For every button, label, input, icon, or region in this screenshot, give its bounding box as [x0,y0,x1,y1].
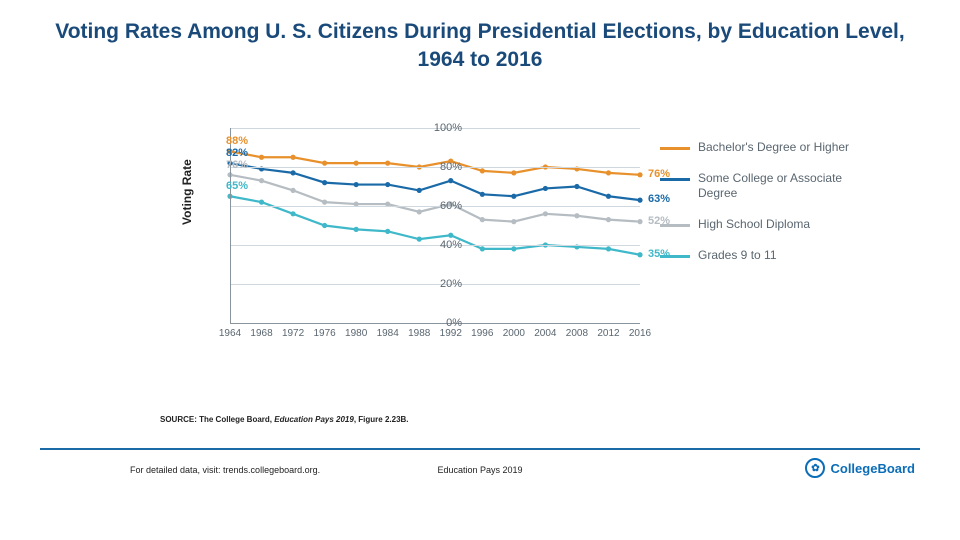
legend-label: High School Diploma [698,217,810,232]
series-first-label: 76% [226,159,248,171]
series-point [448,178,453,183]
series-point [511,246,516,251]
source-line: SOURCE: The College Board, Education Pay… [160,415,409,424]
legend-swatch [660,255,690,258]
series-point [290,188,295,193]
y-tick-label: 60% [420,200,462,212]
y-tick-label: 20% [420,278,462,290]
series-point [543,186,548,191]
series-point [480,168,485,173]
series-point [637,252,642,257]
series-point [606,170,611,175]
x-tick-label: 1964 [216,328,244,339]
y-tick-label: 100% [420,122,462,134]
x-tick-label: 1980 [342,328,370,339]
series-point [259,178,264,183]
series-point [606,246,611,251]
x-tick-label: 2004 [531,328,559,339]
series-point [322,180,327,185]
x-tick-label: 1976 [311,328,339,339]
legend-swatch [660,178,690,181]
x-tick-label: 1972 [279,328,307,339]
series-point [354,182,359,187]
series-point [606,194,611,199]
series-point [259,155,264,160]
x-tick-label: 2012 [594,328,622,339]
series-point [385,161,390,166]
x-tick-label: 2000 [500,328,528,339]
series-point [511,219,516,224]
series-point [480,192,485,197]
series-point [259,200,264,205]
series-point [574,213,579,218]
collegeboard-logo: ✿ CollegeBoard [805,458,915,478]
y-tick-label: 40% [420,239,462,251]
series-point [354,161,359,166]
legend-item: Bachelor's Degree or Higher [660,140,860,155]
y-tick-label: 80% [420,161,462,173]
series-point [606,217,611,222]
legend-item: Some College or Associate Degree [660,171,860,201]
legend-label: Bachelor's Degree or Higher [698,140,849,155]
series-point [480,217,485,222]
x-tick-label: 1968 [248,328,276,339]
legend-swatch [660,147,690,150]
x-tick-label: 1992 [437,328,465,339]
series-point [290,211,295,216]
series-point [543,211,548,216]
x-tick-label: 1988 [405,328,433,339]
series-point [511,194,516,199]
legend-item: Grades 9 to 11 [660,248,860,263]
legend-label: Grades 9 to 11 [698,248,777,263]
x-tick-label: 2008 [563,328,591,339]
series-point [290,170,295,175]
series-point [574,184,579,189]
series-point [290,155,295,160]
series-first-label: 82% [226,147,248,159]
legend-item: High School Diploma [660,217,860,232]
plot-region: 88%76%82%63%76%52%65%35% [230,128,640,323]
series-point [637,172,642,177]
series-point [448,233,453,238]
series-point [322,161,327,166]
series-point [417,188,422,193]
legend: Bachelor's Degree or Higher Some College … [660,140,860,279]
series-first-label: 65% [226,180,248,192]
x-tick-label: 2016 [626,328,654,339]
series-point [637,219,642,224]
x-tick-label: 1984 [374,328,402,339]
series-point [385,229,390,234]
series-point [354,227,359,232]
chart-area: Voting Rate 88%76%82%63%76%52%65%35% Bac… [160,120,880,380]
page-title: Voting Rates Among U. S. Citizens During… [0,0,960,75]
series-point [480,246,485,251]
series-point [511,170,516,175]
series-point [322,223,327,228]
acorn-icon: ✿ [805,458,825,478]
footer-rule [40,448,920,450]
series-point [322,200,327,205]
x-tick-label: 1996 [468,328,496,339]
legend-label: Some College or Associate Degree [698,171,860,201]
series-first-label: 88% [226,135,248,147]
series-point [385,182,390,187]
legend-swatch [660,224,690,227]
series-point [637,198,642,203]
y-axis-title: Voting Rate [180,159,194,225]
